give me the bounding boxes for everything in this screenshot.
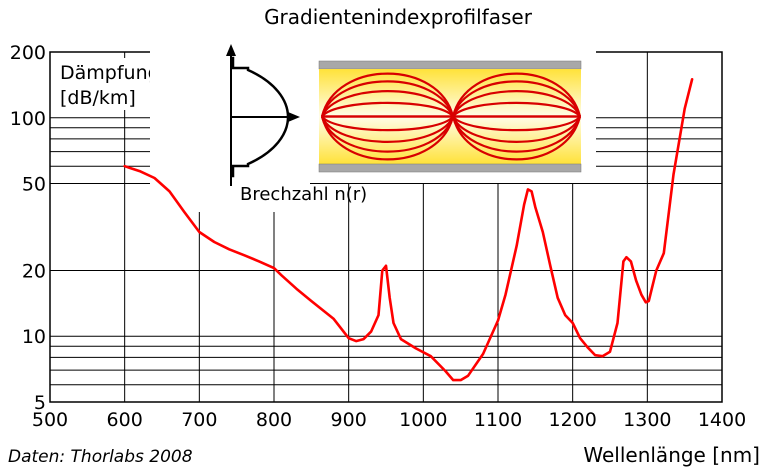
refractive-index-profile: Brechzahl n(r) bbox=[150, 40, 367, 212]
fiber-ray-diagram bbox=[310, 50, 596, 183]
fiber-cladding-bottom bbox=[318, 163, 582, 173]
index-profile-curve bbox=[231, 56, 290, 178]
y-tick-labels: 5 10 20 50 100 200 bbox=[10, 42, 46, 414]
light-rays bbox=[320, 72, 582, 161]
light-ray-4-1 bbox=[320, 116, 582, 161]
attenuation-line-0 bbox=[123, 78, 694, 382]
x-tick-label-0: 500 bbox=[32, 409, 68, 431]
data-source-note: Daten: Thorlabs 2008 bbox=[8, 447, 193, 467]
y-axis-label: Dämpfung bbox=[60, 62, 160, 84]
y-axis-unit-label: [dB/km] bbox=[60, 87, 136, 109]
series-group bbox=[123, 78, 694, 382]
x-tick-label-2: 700 bbox=[181, 409, 217, 431]
fiber-cladding-top bbox=[318, 60, 582, 70]
x-tick-label-4: 900 bbox=[331, 409, 367, 431]
ylabel-box bbox=[52, 58, 147, 110]
x-tick-label-9: 1400 bbox=[698, 409, 746, 431]
index-axis-arrowhead-up bbox=[226, 44, 236, 56]
x-tick-label-1: 600 bbox=[107, 409, 143, 431]
y-tick-label-3: 50 bbox=[22, 174, 46, 196]
x-axis-label: Wellenlänge [nm] bbox=[583, 443, 760, 467]
index-axis-label: Brechzahl n(r) bbox=[240, 184, 367, 205]
y-tick-label-5: 200 bbox=[10, 42, 46, 64]
y-tick-label-4: 100 bbox=[10, 108, 46, 130]
y-tick-label-2: 20 bbox=[22, 260, 46, 282]
chart-title: Gradientenindexprofilfaser bbox=[264, 5, 533, 29]
x-tick-labels: 500 600 700 800 900 1000 1100 1200 1300 1400 bbox=[32, 409, 746, 431]
index-axis-arrowhead-right bbox=[288, 112, 300, 122]
y-tick-label-0: 5 bbox=[34, 392, 46, 414]
x-tick-label-3: 800 bbox=[256, 409, 292, 431]
x-tick-label-6: 1100 bbox=[474, 409, 522, 431]
x-tick-label-7: 1200 bbox=[548, 409, 596, 431]
x-tick-label-8: 1300 bbox=[623, 409, 671, 431]
y-tick-label-1: 10 bbox=[22, 326, 46, 348]
x-tick-label-5: 1000 bbox=[399, 409, 447, 431]
